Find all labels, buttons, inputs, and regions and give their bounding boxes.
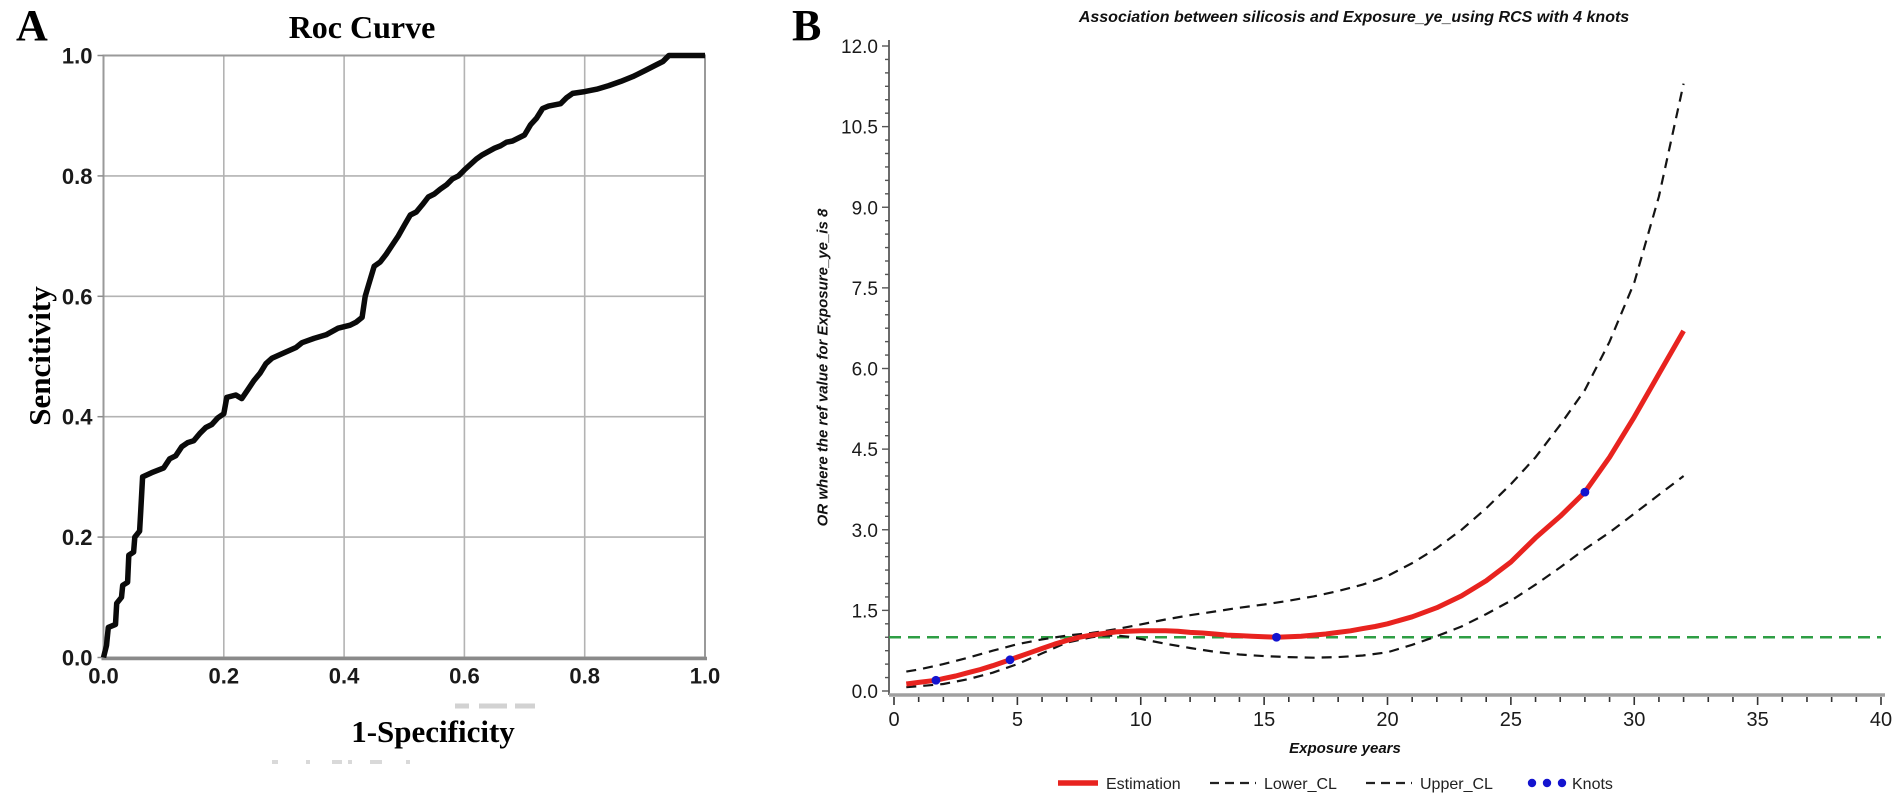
- rcs-x-tick-label: 5: [1012, 709, 1023, 731]
- panel-a-letter: A: [16, 1, 48, 50]
- rcs-y-tick-label: 9.0: [852, 198, 878, 219]
- legend-swatch-knot-dot: [1542, 778, 1552, 788]
- rcs-y-tick-label: 4.5: [852, 440, 878, 461]
- rcs-y-tick-label: 3.0: [852, 521, 878, 542]
- roc-x-tick-label: 0.4: [329, 664, 360, 689]
- knot-point: [1272, 632, 1281, 642]
- roc-curve-line: [100, 52, 705, 659]
- rcs-y-tick-label: 0.0: [852, 682, 878, 703]
- rcs-y-tick-label: 7.5: [852, 279, 878, 300]
- roc-x-tick-label: 0.8: [569, 664, 600, 689]
- roc-y-axis-label: Sencitivity: [22, 286, 57, 426]
- rcs-x-tick-label: 20: [1376, 709, 1398, 731]
- roc-x-tick-label: 1.0: [690, 664, 721, 689]
- roc-x-tick-label: 0.2: [209, 664, 240, 689]
- roc-x-axis-label: 1-Specificity: [351, 714, 515, 749]
- panel-b-letter: B: [792, 1, 822, 50]
- knot-point: [1580, 487, 1590, 497]
- roc-y-tick-label: 0.2: [62, 525, 93, 550]
- legend-label: Estimation: [1106, 776, 1181, 793]
- rcs-y-tick-label: 12.0: [841, 37, 878, 58]
- legend-swatch-knot-dot: [1527, 778, 1537, 788]
- legend-label: Knots: [1572, 776, 1613, 793]
- roc-y-tick-label: 0.0: [62, 646, 93, 671]
- roc-y-tick-label: 0.6: [62, 284, 93, 309]
- roc-title: Roc Curve: [288, 9, 436, 45]
- legend-label: Lower_CL: [1264, 776, 1337, 793]
- rcs-y-tick-label: 1.5: [852, 601, 878, 622]
- legend-label: Upper_CL: [1420, 776, 1493, 793]
- rcs-x-axis-label: Exposure years: [1289, 740, 1401, 757]
- knot-point: [931, 675, 941, 685]
- knot-point: [1005, 655, 1015, 665]
- rcs-y-tick-label: 10.5: [841, 118, 878, 139]
- rcs-y-axis-label: OR where the ref value for Exposure_ye_i…: [814, 208, 832, 527]
- rcs-x-tick-label: 15: [1253, 709, 1275, 731]
- rcs-title: Association between silicosis and Exposu…: [1078, 9, 1630, 26]
- roc-y-tick-label: 0.4: [62, 405, 93, 430]
- rcs-x-tick-label: 35: [1747, 709, 1769, 731]
- rcs-x-tick-label: 40: [1870, 709, 1892, 731]
- rcs-x-tick-label: 25: [1500, 709, 1522, 731]
- rcs-x-tick-label: 0: [888, 709, 899, 731]
- lower-cl-curve: [906, 475, 1685, 689]
- estimation-curve: [905, 329, 1686, 687]
- upper-cl-curve: [906, 83, 1685, 673]
- rcs-y-tick-label: 6.0: [852, 360, 878, 381]
- rcs-x-tick-label: 10: [1130, 709, 1152, 731]
- legend-swatch-knot-dot: [1557, 778, 1567, 788]
- rcs-x-tick-label: 30: [1623, 709, 1645, 731]
- roc-x-tick-label: 0.6: [449, 664, 480, 689]
- roc-y-tick-label: 1.0: [62, 44, 93, 69]
- roc-y-tick-label: 0.8: [62, 164, 93, 189]
- roc-x-tick-label: 0.0: [88, 664, 119, 689]
